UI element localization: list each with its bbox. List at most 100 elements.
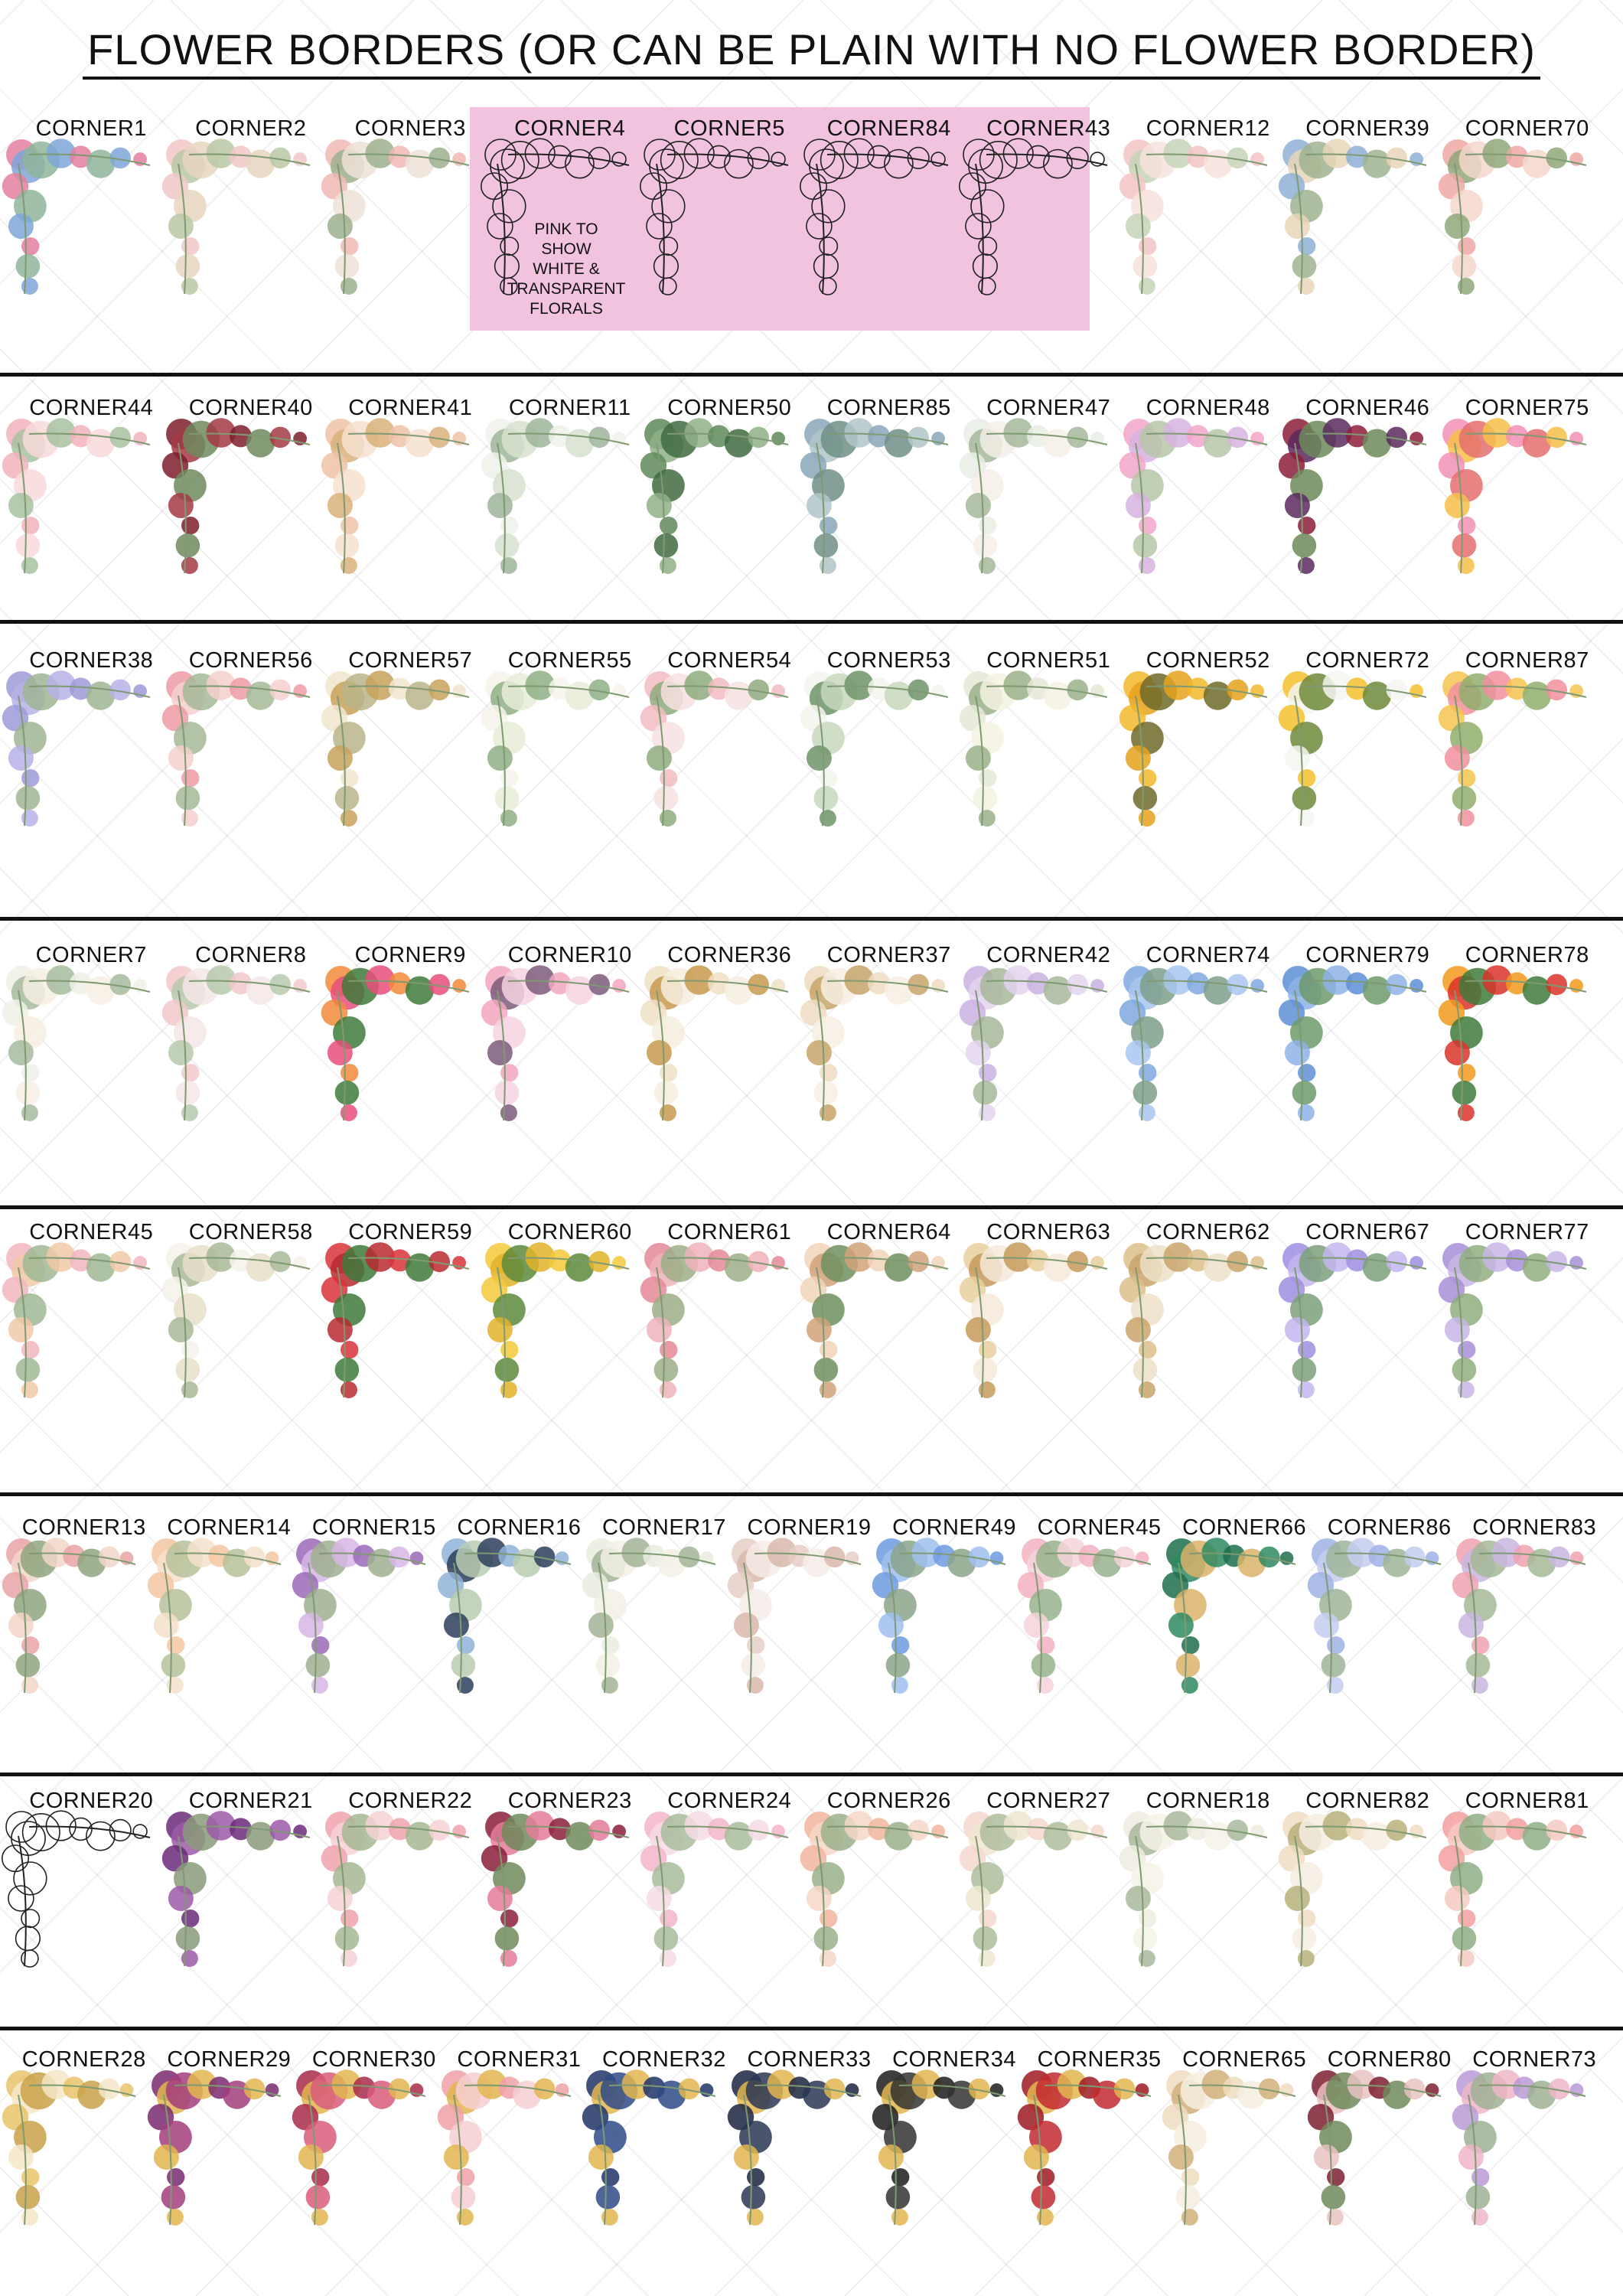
- flower-blossom: [1284, 1040, 1310, 1065]
- corner-tile[interactable]: CORNER17: [582, 1514, 735, 1759]
- flower-blossom: [500, 517, 518, 535]
- corner-tile[interactable]: CORNER21: [161, 1787, 329, 2032]
- corner-tile[interactable]: CORNER36: [640, 941, 807, 1186]
- corner-tile[interactable]: CORNER29: [147, 2046, 300, 2291]
- corner-tile[interactable]: CORNER10: [481, 941, 648, 1186]
- corner-tile[interactable]: CORNER37: [800, 941, 967, 1186]
- corner-tile[interactable]: CORNER60: [481, 1218, 648, 1463]
- corner-tile[interactable]: CORNER61: [640, 1218, 807, 1463]
- corner-tile[interactable]: CORNER16: [437, 1514, 590, 1759]
- corner-tile[interactable]: CORNER74: [1119, 941, 1286, 1186]
- flower-blossom: [973, 786, 998, 810]
- corner-tile[interactable]: CORNER32: [582, 2046, 735, 2291]
- corner-tile[interactable]: CORNER54: [640, 647, 807, 892]
- corner-tile[interactable]: CORNER65: [1162, 2046, 1315, 2291]
- corner-tile[interactable]: CORNER78: [1438, 941, 1605, 1186]
- corner-tile[interactable]: CORNER64: [800, 1218, 967, 1463]
- corner-tile[interactable]: CORNER66: [1162, 1514, 1315, 1759]
- corner-tile[interactable]: CORNER55: [481, 647, 648, 892]
- flower-stem: [815, 990, 825, 1121]
- corner-tile[interactable]: CORNER31: [437, 2046, 590, 2291]
- corner-tile[interactable]: CORNER48: [1119, 394, 1286, 639]
- corner-tile[interactable]: CORNER50: [640, 394, 807, 639]
- corner-tile[interactable]: CORNER47: [959, 394, 1126, 639]
- corner-tile[interactable]: CORNER81: [1438, 1787, 1605, 2032]
- corner-tile[interactable]: CORNER40: [161, 394, 329, 639]
- corner-tile[interactable]: CORNER11: [481, 394, 648, 639]
- corner-tile[interactable]: CORNER70: [1438, 115, 1605, 360]
- corner-tile[interactable]: CORNER52: [1119, 647, 1286, 892]
- corner-tile[interactable]: CORNER18: [1119, 1787, 1286, 2032]
- corner-tile[interactable]: CORNER3: [321, 115, 488, 360]
- corner-tile[interactable]: CORNER41: [321, 394, 488, 639]
- corner-tile[interactable]: CORNER67: [1278, 1218, 1445, 1463]
- corner-floral-art: [321, 418, 470, 574]
- corner-tile[interactable]: CORNER75: [1438, 394, 1605, 639]
- corner-tile[interactable]: CORNER84: [799, 115, 967, 360]
- corner-tile[interactable]: CORNER13: [2, 1514, 155, 1759]
- corner-tile[interactable]: CORNER24: [640, 1787, 807, 2032]
- corner-tile[interactable]: CORNER83: [1452, 1514, 1605, 1759]
- corner-tile[interactable]: CORNER46: [1278, 394, 1445, 639]
- corner-tile[interactable]: CORNER57: [321, 647, 488, 892]
- corner-floral-art: [727, 1538, 861, 1694]
- corner-label: CORNER86: [1327, 1515, 1452, 1540]
- corner-label: CORNER59: [348, 1220, 473, 1244]
- corner-floral-art: [1278, 139, 1427, 295]
- corner-tile[interactable]: CORNER51: [959, 647, 1126, 892]
- corner-label: CORNER26: [826, 1789, 951, 1813]
- corner-label: CORNER74: [1146, 943, 1270, 967]
- corner-tile[interactable]: CORNER42: [959, 941, 1126, 1186]
- corner-tile[interactable]: CORNER30: [292, 2046, 445, 2291]
- corner-tile[interactable]: CORNER12: [1119, 115, 1286, 360]
- corner-tile[interactable]: CORNER27: [959, 1787, 1126, 2032]
- flower-stem: [496, 695, 506, 827]
- corner-tile[interactable]: CORNER19: [727, 1514, 880, 1759]
- corner-tile[interactable]: CORNER2: [161, 115, 329, 360]
- corner-tile[interactable]: CORNER82: [1278, 1787, 1445, 2032]
- corner-tile[interactable]: CORNER14: [147, 1514, 300, 1759]
- corner-tile[interactable]: CORNER8: [161, 941, 329, 1186]
- corner-tile[interactable]: CORNER39: [1278, 115, 1445, 360]
- corner-tile[interactable]: CORNER23: [481, 1787, 648, 2032]
- corner-tile[interactable]: CORNER72: [1278, 647, 1445, 892]
- corner-tile[interactable]: CORNER45: [2, 1218, 169, 1463]
- corner-tile[interactable]: CORNER9: [321, 941, 488, 1186]
- corner-tile[interactable]: CORNER33: [727, 2046, 880, 2291]
- corner-row: CORNER20 CORNER21 CORNER22 CORNER23 CORNER24…: [0, 1787, 1623, 2032]
- corner-tile[interactable]: CORNER63: [959, 1218, 1126, 1463]
- corner-tile[interactable]: CORNER22: [321, 1787, 488, 2032]
- corner-tile[interactable]: CORNER77: [1438, 1218, 1605, 1463]
- corner-tile[interactable]: CORNER53: [800, 647, 967, 892]
- corner-tile[interactable]: CORNER5: [639, 115, 807, 360]
- corner-tile[interactable]: CORNER7: [2, 941, 169, 1186]
- corner-tile[interactable]: CORNER56: [161, 647, 329, 892]
- corner-tile[interactable]: CORNER80: [1307, 2046, 1460, 2291]
- corner-floral-art: [1278, 965, 1427, 1121]
- corner-tile[interactable]: CORNER45: [1017, 1514, 1170, 1759]
- corner-tile[interactable]: CORNER73: [1452, 2046, 1605, 2291]
- flower-stem: [975, 990, 984, 1121]
- corner-tile[interactable]: CORNER34: [872, 2046, 1025, 2291]
- corner-tile[interactable]: CORNER79: [1278, 941, 1445, 1186]
- corner-tile[interactable]: CORNER35: [1017, 2046, 1170, 2291]
- corner-tile[interactable]: CORNER44: [2, 394, 169, 639]
- corner-tile[interactable]: CORNER38: [2, 647, 169, 892]
- corner-tile[interactable]: CORNER20: [1, 1787, 169, 2032]
- corner-tile[interactable]: CORNER26: [800, 1787, 967, 2032]
- flower-blossom: [246, 149, 275, 178]
- corner-tile[interactable]: CORNER59: [321, 1218, 488, 1463]
- corner-tile[interactable]: CORNER49: [872, 1514, 1025, 1759]
- flower-blossom: [46, 670, 76, 700]
- corner-tile[interactable]: CORNER15: [292, 1514, 445, 1759]
- corner-tile[interactable]: CORNER1: [2, 115, 169, 360]
- corner-tile[interactable]: CORNER85: [800, 394, 967, 639]
- corner-tile[interactable]: CORNER4: [480, 115, 648, 360]
- corner-tile[interactable]: CORNER86: [1307, 1514, 1460, 1759]
- flower-stem: [1032, 1562, 1042, 1694]
- corner-tile[interactable]: CORNER28: [2, 2046, 155, 2291]
- corner-tile[interactable]: CORNER43: [958, 115, 1126, 360]
- corner-tile[interactable]: CORNER87: [1438, 647, 1605, 892]
- corner-tile[interactable]: CORNER62: [1119, 1218, 1286, 1463]
- corner-tile[interactable]: CORNER58: [161, 1218, 329, 1463]
